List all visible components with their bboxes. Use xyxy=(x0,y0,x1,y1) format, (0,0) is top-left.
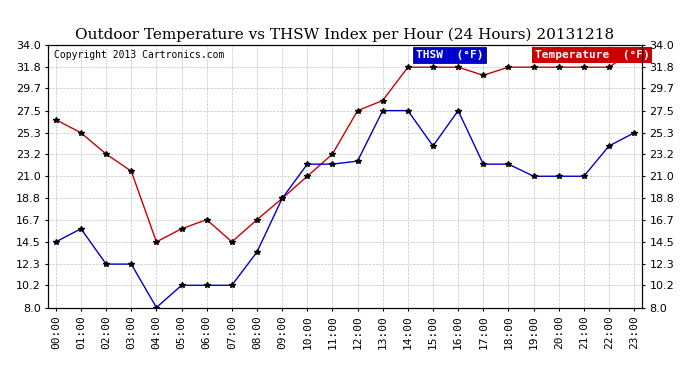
Text: Copyright 2013 Cartronics.com: Copyright 2013 Cartronics.com xyxy=(55,50,225,60)
Text: Temperature  (°F): Temperature (°F) xyxy=(535,50,650,60)
Text: THSW  (°F): THSW (°F) xyxy=(416,50,484,60)
Title: Outdoor Temperature vs THSW Index per Hour (24 Hours) 20131218: Outdoor Temperature vs THSW Index per Ho… xyxy=(75,28,615,42)
